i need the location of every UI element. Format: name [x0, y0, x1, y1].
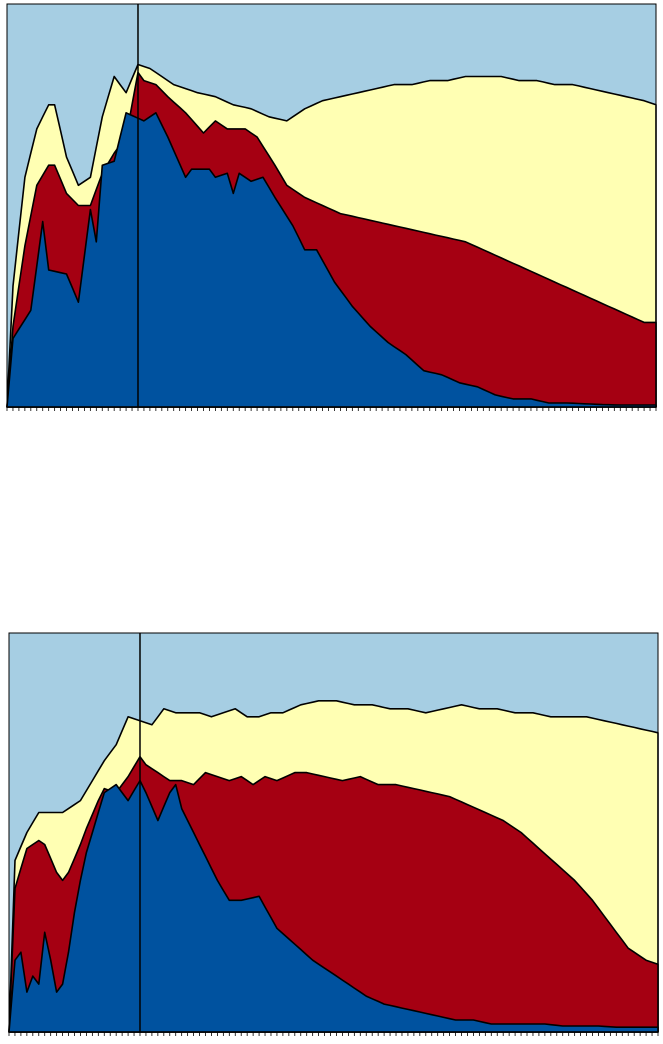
- blue-area: [6, 112, 657, 408]
- stacked-area-chart-bottom: [8, 632, 659, 1036]
- stacked-area-chart-top: [6, 3, 657, 411]
- blue-area: [8, 779, 659, 1033]
